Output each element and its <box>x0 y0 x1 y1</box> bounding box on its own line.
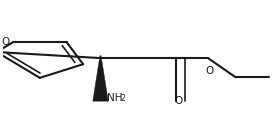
Text: O: O <box>1 37 9 47</box>
Text: O: O <box>205 66 213 76</box>
Text: NH: NH <box>107 93 123 103</box>
Text: O: O <box>174 96 183 106</box>
Polygon shape <box>93 56 108 101</box>
Text: 2: 2 <box>120 94 125 103</box>
